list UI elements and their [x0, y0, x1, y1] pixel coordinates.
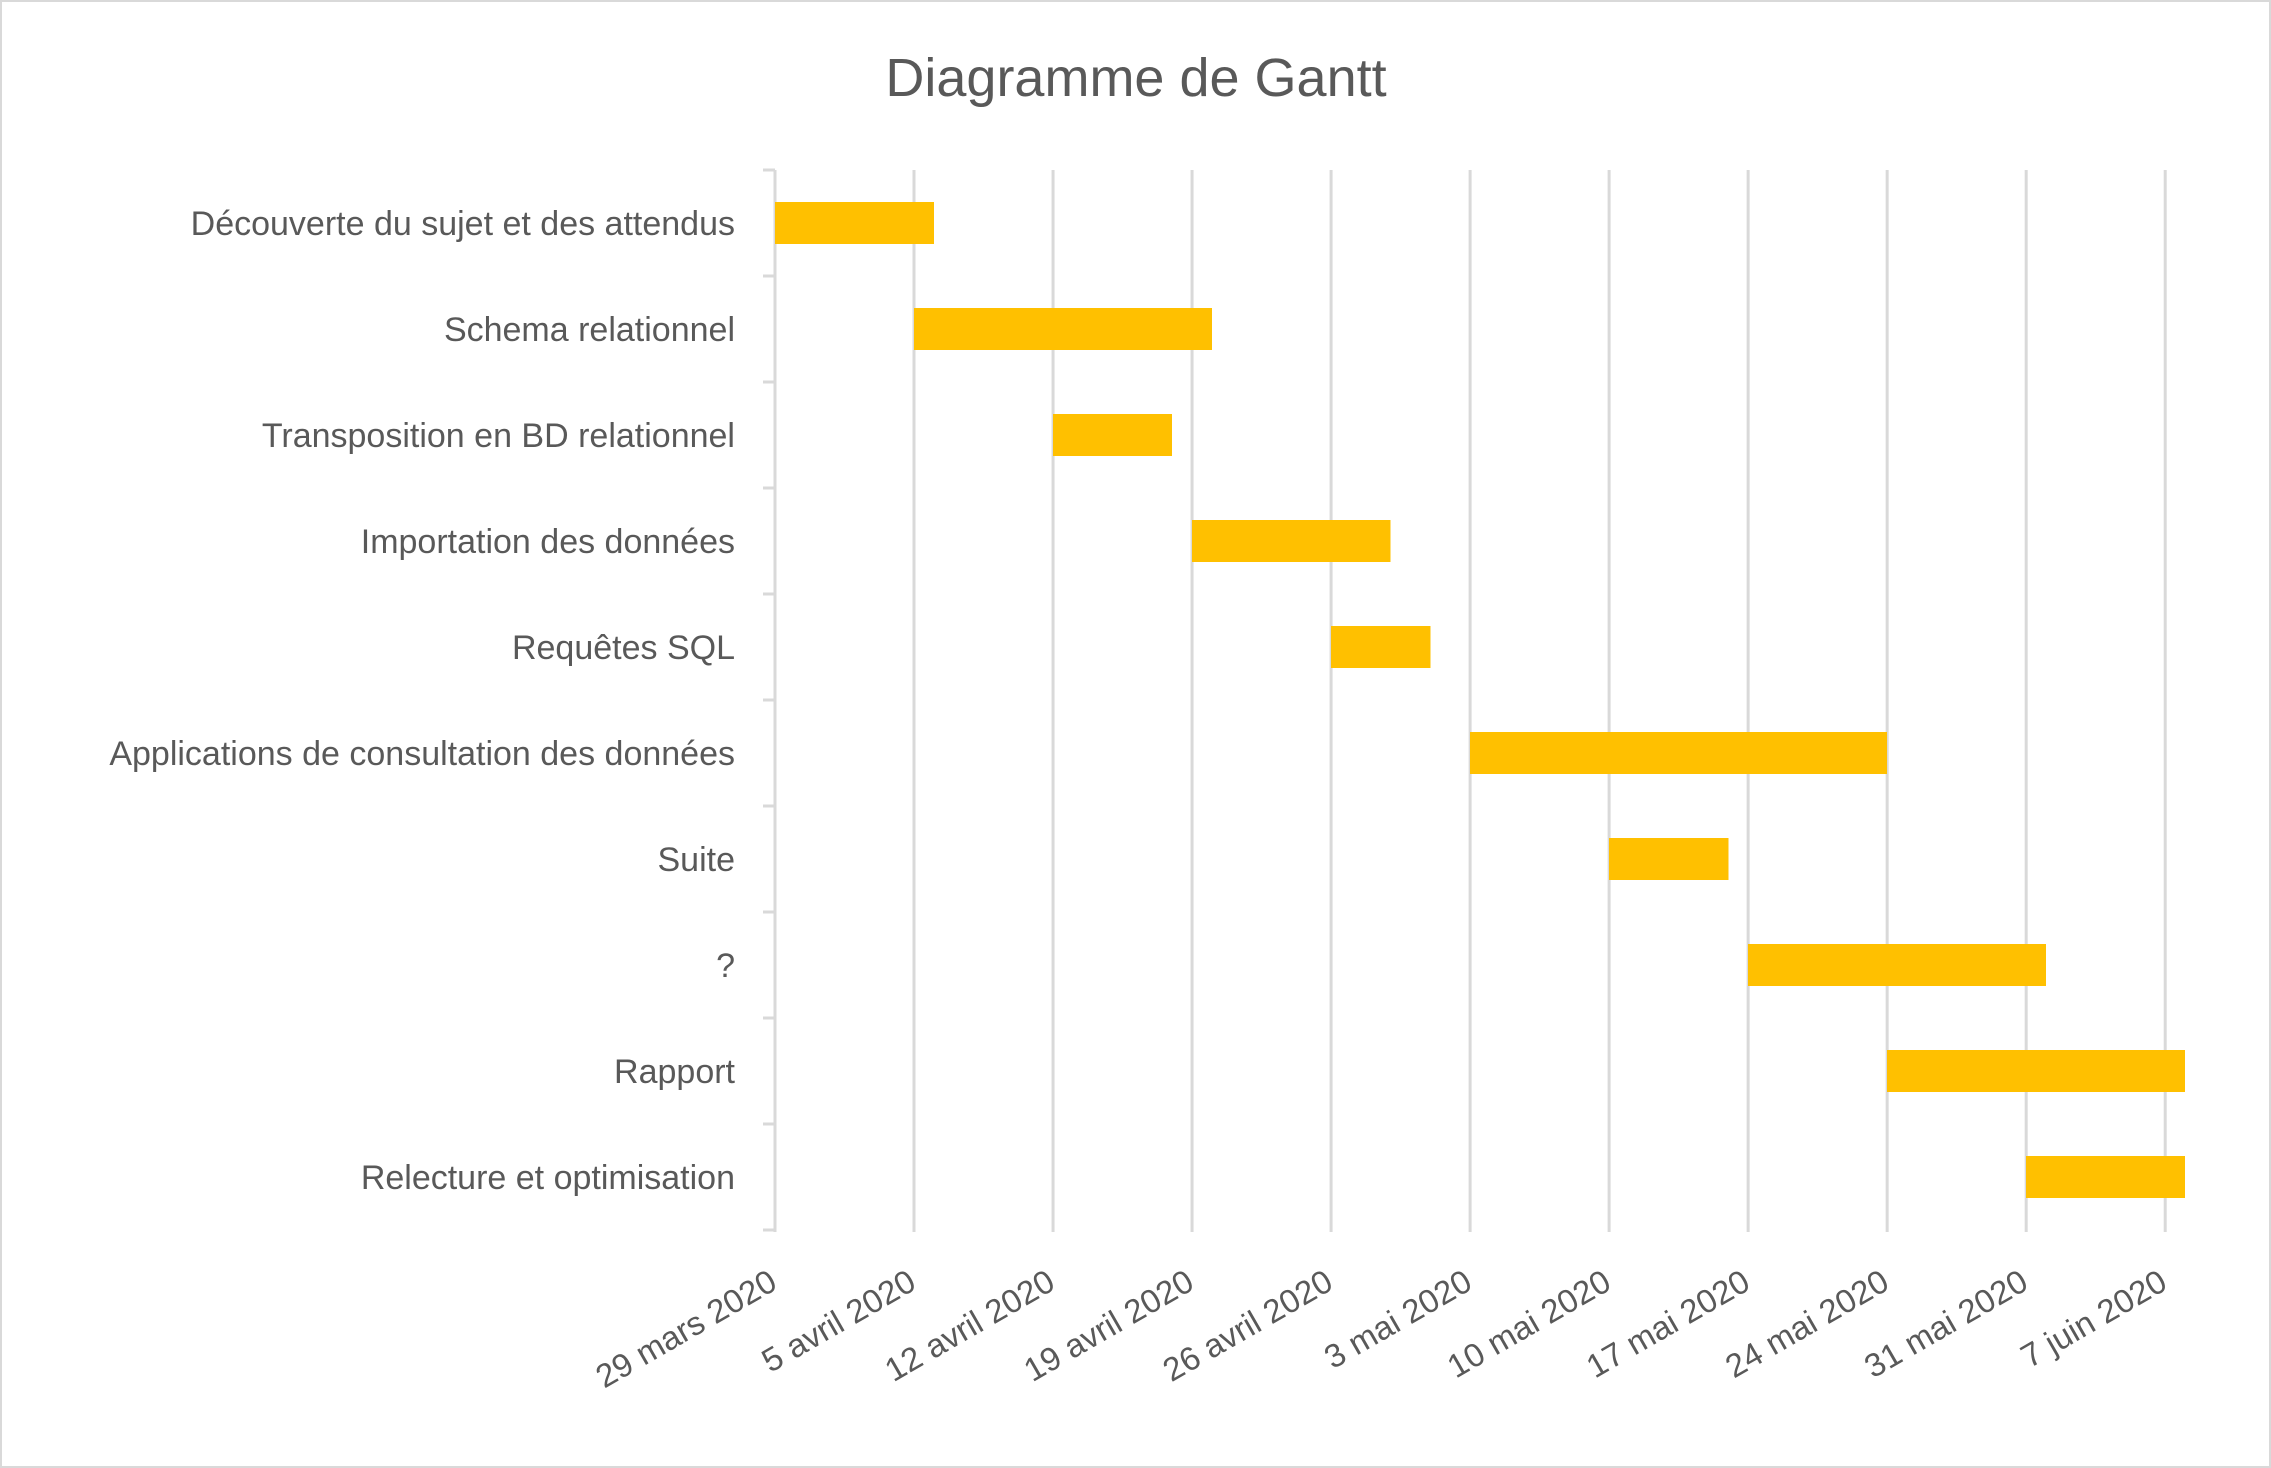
- task-label: Importation des données: [361, 523, 735, 561]
- task-label: Relecture et optimisation: [361, 1159, 735, 1197]
- task-label: ?: [716, 947, 735, 985]
- task-bar: [1748, 944, 2047, 986]
- task-bar: [1053, 414, 1173, 456]
- task-bar: [1331, 626, 1431, 668]
- x-tick-label: 7 juin 2020: [2014, 1262, 2172, 1375]
- task-label: Schema relationnel: [444, 311, 735, 349]
- category-labels: Découverte du sujet et des attendus Schem…: [109, 205, 735, 1197]
- task-bar: [1887, 1050, 2186, 1092]
- task-bar: [2026, 1156, 2186, 1198]
- task-label: Applications de consultation des données: [109, 735, 735, 773]
- chart-title: Diagramme de Gantt: [885, 48, 1386, 108]
- task-label: Requêtes SQL: [512, 629, 735, 667]
- task-label: Découverte du sujet et des attendus: [191, 205, 735, 243]
- task-bar: [1609, 838, 1729, 880]
- task-bar: [914, 308, 1212, 350]
- x-tick-label: 29 mars 2020: [589, 1262, 782, 1395]
- task-label: Rapport: [614, 1053, 736, 1091]
- task-bar: [1192, 520, 1391, 562]
- task-bar: [1470, 732, 1888, 774]
- task-label: Transposition en BD relationnel: [262, 417, 735, 455]
- category-axis: [763, 168, 775, 1232]
- bars: [775, 202, 2186, 1198]
- task-bar: [775, 202, 934, 244]
- task-label: Suite: [658, 841, 736, 879]
